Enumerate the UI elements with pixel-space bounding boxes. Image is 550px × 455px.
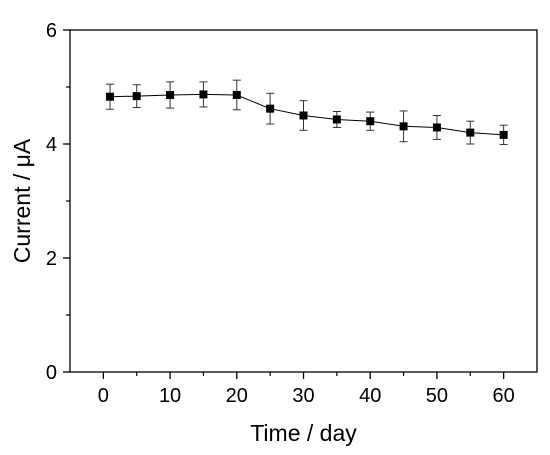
data-point	[299, 111, 308, 120]
data-point	[332, 115, 341, 124]
x-tick-label: 30	[292, 385, 314, 407]
data-point	[432, 123, 441, 132]
x-tick-label: 40	[359, 385, 381, 407]
plot-frame	[69, 29, 538, 373]
x-tick-label: 10	[159, 385, 181, 407]
x-tick-label: 60	[493, 385, 515, 407]
y-tick-label: 6	[46, 20, 57, 42]
data-point	[366, 117, 375, 126]
data-point	[166, 90, 175, 99]
x-tick-label: 50	[426, 385, 448, 407]
x-axis-title: Time / day	[250, 420, 357, 446]
data-point	[232, 90, 241, 99]
data-point	[499, 130, 508, 139]
data-point	[106, 92, 115, 101]
data-point	[466, 128, 475, 137]
data-point	[266, 104, 275, 113]
y-tick-label: 2	[46, 248, 57, 270]
x-tick-label: 20	[226, 385, 248, 407]
x-tick-label: 0	[98, 385, 109, 407]
y-tick-label: 0	[46, 362, 57, 384]
data-point	[199, 90, 208, 99]
y-tick-label: 4	[46, 134, 57, 156]
data-point	[399, 122, 408, 131]
y-axis-title: Current / μA	[9, 138, 35, 263]
data-point	[132, 92, 141, 101]
